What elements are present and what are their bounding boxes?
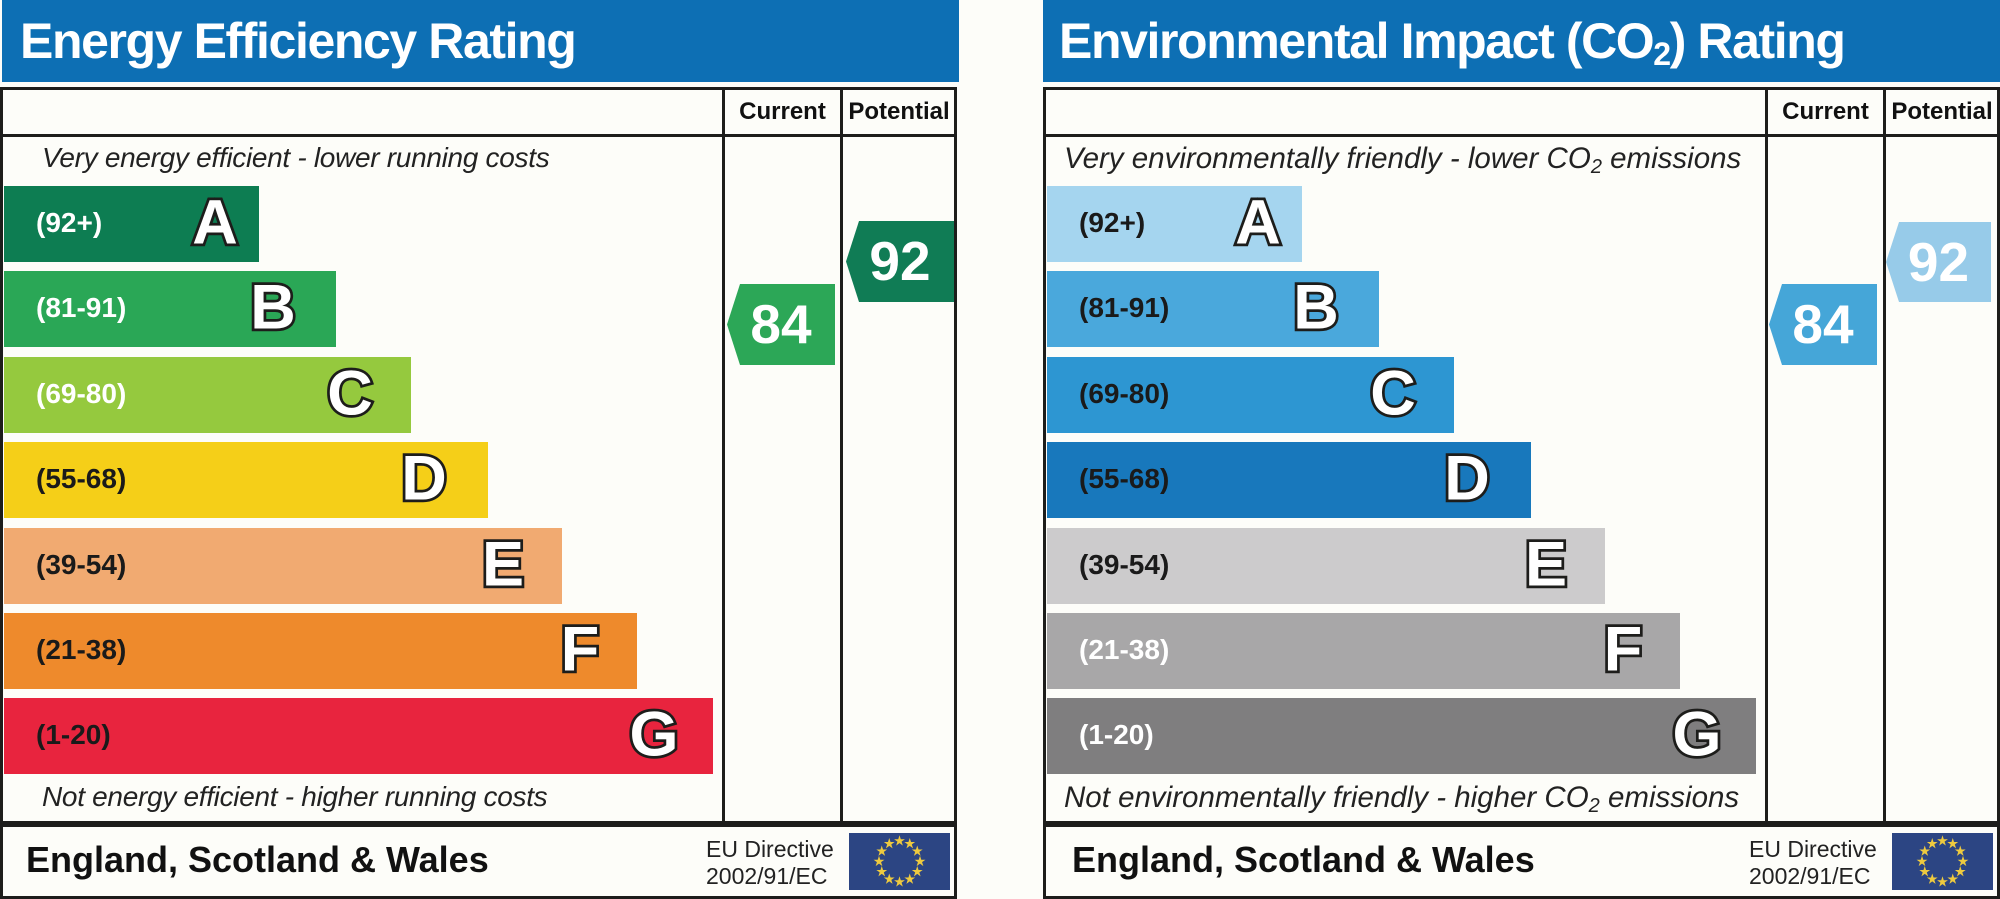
svg-text:G: G	[1672, 700, 1721, 770]
svg-text:C: C	[327, 359, 373, 429]
svg-text:G: G	[629, 700, 678, 770]
svg-text:B: B	[1293, 273, 1339, 343]
svg-text:B: B	[250, 273, 296, 343]
svg-text:E: E	[482, 530, 524, 600]
svg-text:D: D	[1444, 444, 1490, 514]
svg-text:F: F	[561, 615, 599, 685]
svg-text:F: F	[1604, 615, 1642, 685]
svg-text:A: A	[192, 188, 238, 258]
svg-text:C: C	[1370, 359, 1416, 429]
svg-text:E: E	[1525, 530, 1567, 600]
svg-text:D: D	[401, 444, 447, 514]
svg-text:A: A	[1235, 188, 1281, 258]
